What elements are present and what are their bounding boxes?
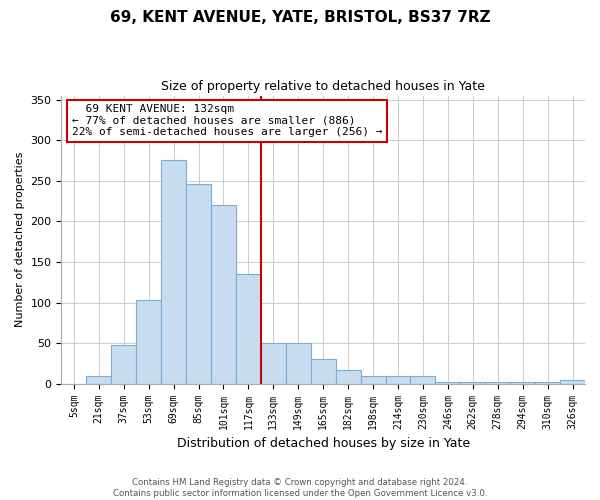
Y-axis label: Number of detached properties: Number of detached properties: [15, 152, 25, 328]
Bar: [161, 160, 186, 384]
Bar: [86, 376, 111, 384]
Bar: [186, 184, 211, 384]
Bar: [535, 382, 560, 384]
Bar: [236, 274, 261, 384]
Bar: [136, 300, 161, 384]
Text: Contains HM Land Registry data © Crown copyright and database right 2024.
Contai: Contains HM Land Registry data © Crown c…: [113, 478, 487, 498]
Text: 69 KENT AVENUE: 132sqm  
← 77% of detached houses are smaller (886)
22% of semi-: 69 KENT AVENUE: 132sqm ← 77% of detached…: [72, 104, 382, 138]
Bar: [286, 343, 311, 384]
Bar: [111, 344, 136, 384]
Text: 69, KENT AVENUE, YATE, BRISTOL, BS37 7RZ: 69, KENT AVENUE, YATE, BRISTOL, BS37 7RZ: [110, 10, 490, 25]
Bar: [361, 376, 386, 384]
Bar: [460, 382, 485, 384]
Bar: [436, 382, 460, 384]
Title: Size of property relative to detached houses in Yate: Size of property relative to detached ho…: [161, 80, 485, 93]
Bar: [410, 376, 436, 384]
X-axis label: Distribution of detached houses by size in Yate: Distribution of detached houses by size …: [176, 437, 470, 450]
Bar: [386, 376, 410, 384]
Bar: [211, 205, 236, 384]
Bar: [335, 370, 361, 384]
Bar: [261, 343, 286, 384]
Bar: [510, 382, 535, 384]
Bar: [560, 380, 585, 384]
Bar: [485, 382, 510, 384]
Bar: [311, 360, 335, 384]
